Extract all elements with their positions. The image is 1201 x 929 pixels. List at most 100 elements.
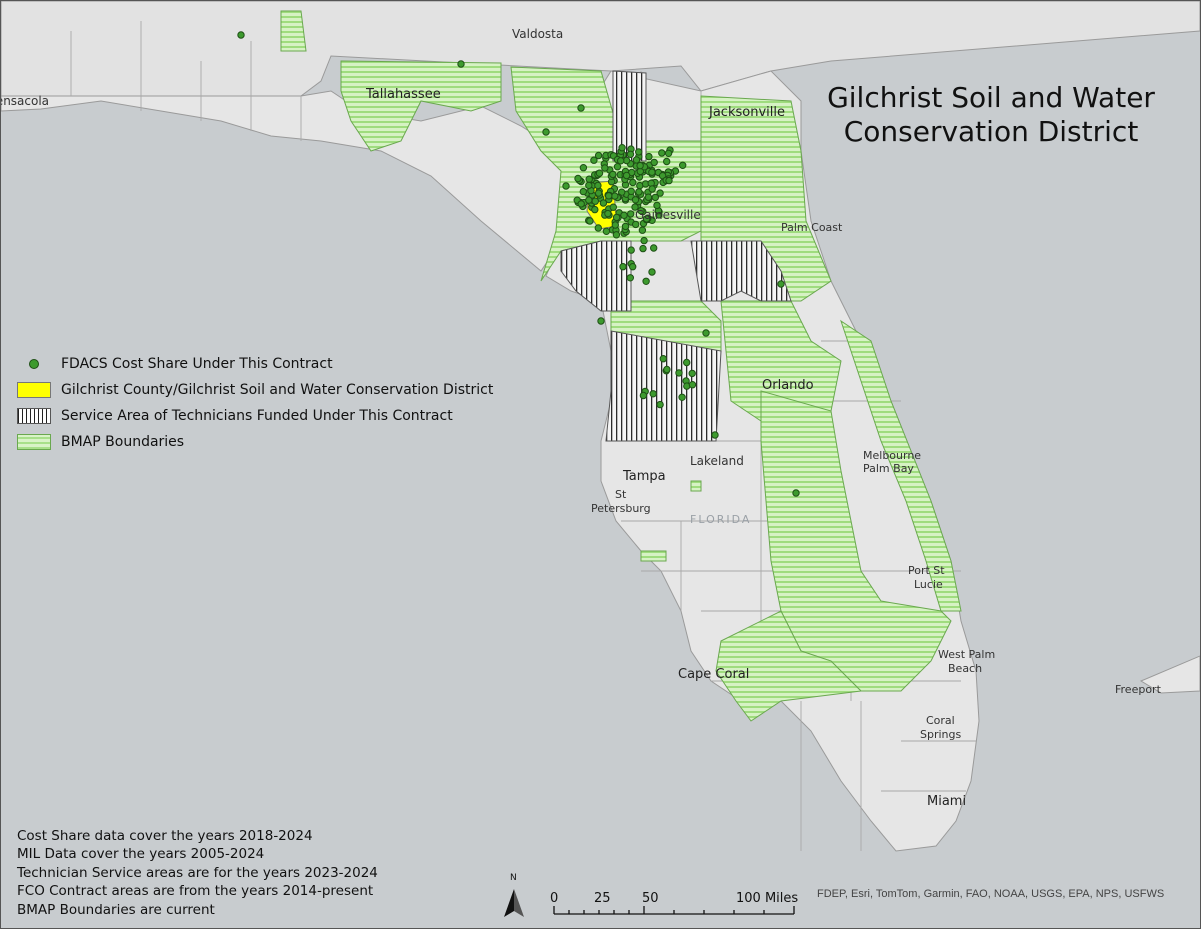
place-springs: Springs bbox=[920, 728, 962, 741]
green-hatch-icon bbox=[17, 434, 51, 450]
cost-share-point bbox=[542, 128, 550, 136]
cost-share-point bbox=[618, 144, 626, 152]
vertical-hatch-icon bbox=[17, 408, 51, 424]
cost-share-point bbox=[562, 182, 570, 190]
cost-share-point bbox=[611, 192, 619, 200]
cost-share-point bbox=[664, 149, 673, 158]
cost-share-point bbox=[604, 209, 612, 218]
cost-share-point bbox=[602, 227, 611, 236]
cost-share-point bbox=[639, 244, 647, 253]
place-port-st: Port St bbox=[908, 564, 945, 577]
technician-service-area bbox=[560, 70, 792, 442]
note-line: BMAP Boundaries are current bbox=[17, 901, 215, 918]
cost-share-point bbox=[631, 196, 640, 204]
cost-share-point bbox=[618, 188, 626, 196]
cost-share-point bbox=[585, 196, 593, 204]
note-line: FCO Contract areas are from the years 20… bbox=[17, 883, 374, 900]
cost-share-point bbox=[599, 199, 608, 207]
cost-share-point bbox=[574, 174, 582, 183]
place-melbourne: Melbourne bbox=[863, 449, 922, 462]
cost-share-point bbox=[635, 188, 643, 196]
cost-share-point bbox=[631, 203, 639, 211]
cost-share-point bbox=[609, 170, 617, 179]
map-title-line-1: Gilchrist Soil and Water bbox=[827, 81, 1155, 114]
cost-share-point bbox=[688, 381, 697, 389]
place-coral: Coral bbox=[926, 714, 955, 727]
north-label: N bbox=[510, 873, 517, 883]
cost-share-point bbox=[649, 390, 657, 398]
cost-share-point bbox=[639, 391, 648, 400]
cost-share-point bbox=[591, 205, 599, 214]
cost-share-point bbox=[711, 431, 719, 439]
cost-share-point bbox=[678, 393, 686, 401]
cost-share-point bbox=[595, 169, 604, 177]
cost-share-point bbox=[636, 161, 644, 170]
cost-share-point bbox=[663, 365, 671, 374]
cost-share-point bbox=[627, 187, 635, 196]
cost-share-point bbox=[702, 329, 710, 337]
cost-share-point bbox=[617, 157, 625, 165]
cost-share-point bbox=[579, 164, 588, 172]
cost-share-point bbox=[656, 400, 664, 409]
note-line: Technician Service areas are for the yea… bbox=[17, 864, 378, 881]
cost-share-point bbox=[577, 200, 585, 208]
place-jacksonville: Jacksonville bbox=[709, 105, 785, 120]
legend-item-gilchrist: Gilchrist County/Gilchrist Soil and Wate… bbox=[17, 377, 493, 403]
cost-share-point bbox=[648, 168, 656, 176]
cost-share-points bbox=[237, 31, 800, 497]
scale-label-25: 25 bbox=[594, 891, 611, 906]
cost-share-point bbox=[613, 163, 622, 171]
cost-share-point bbox=[591, 197, 599, 205]
north-arrow bbox=[504, 889, 524, 917]
cost-share-point bbox=[640, 236, 648, 245]
place-petersburg: Petersburg bbox=[591, 502, 651, 515]
map-title-line-2: Conservation District bbox=[843, 115, 1139, 148]
cost-share-point bbox=[642, 215, 651, 223]
place-freeport: Freeport bbox=[1115, 683, 1161, 696]
cost-share-point bbox=[609, 203, 617, 211]
place-lucie: Lucie bbox=[914, 578, 943, 591]
legend-label: Gilchrist County/Gilchrist Soil and Wate… bbox=[61, 382, 494, 398]
cost-share-point bbox=[637, 207, 645, 215]
cost-share-point bbox=[651, 193, 659, 202]
cost-share-point bbox=[457, 60, 465, 68]
cost-share-point bbox=[579, 187, 587, 196]
scale-bar bbox=[553, 906, 795, 915]
cost-share-point bbox=[605, 192, 613, 200]
panhandle-land bbox=[1, 90, 582, 272]
cost-share-point bbox=[627, 246, 635, 254]
place-beach: Beach bbox=[948, 662, 983, 675]
legend-label: BMAP Boundaries bbox=[61, 434, 185, 450]
cost-share-point bbox=[626, 274, 634, 282]
place-florida: FLORIDA bbox=[690, 513, 752, 526]
cost-share-point bbox=[675, 369, 683, 377]
place-palm-coast: Palm Coast bbox=[781, 221, 843, 234]
bahamas-land bbox=[1139, 655, 1200, 694]
cost-share-point bbox=[590, 156, 598, 164]
cost-share-point bbox=[635, 148, 643, 156]
note-line: MIL Data cover the years 2005-2024 bbox=[17, 846, 265, 863]
cost-share-point bbox=[621, 222, 630, 231]
place-gainesville: Gainesville bbox=[635, 208, 701, 222]
cost-share-point bbox=[659, 355, 667, 363]
cost-share-point bbox=[650, 244, 658, 252]
cost-share-point bbox=[642, 277, 650, 285]
cost-share-point bbox=[638, 226, 647, 234]
place-st: St bbox=[615, 488, 627, 501]
cost-share-point bbox=[777, 280, 785, 288]
place-valdosta: Valdosta bbox=[512, 27, 564, 41]
cost-share-point bbox=[688, 369, 696, 378]
cost-share-point bbox=[611, 221, 619, 229]
green-point-icon bbox=[17, 356, 51, 372]
place-palm-bay: Palm Bay bbox=[863, 462, 914, 475]
cost-share-point bbox=[644, 193, 653, 201]
cost-share-point bbox=[577, 104, 585, 112]
place-pensacola: Pensacola bbox=[1, 94, 50, 108]
cost-share-point bbox=[601, 164, 609, 172]
cost-share-point bbox=[594, 181, 602, 190]
cost-share-point bbox=[629, 178, 637, 187]
place-tallahassee: Tallahassee bbox=[366, 87, 441, 102]
cost-share-point bbox=[792, 489, 800, 497]
